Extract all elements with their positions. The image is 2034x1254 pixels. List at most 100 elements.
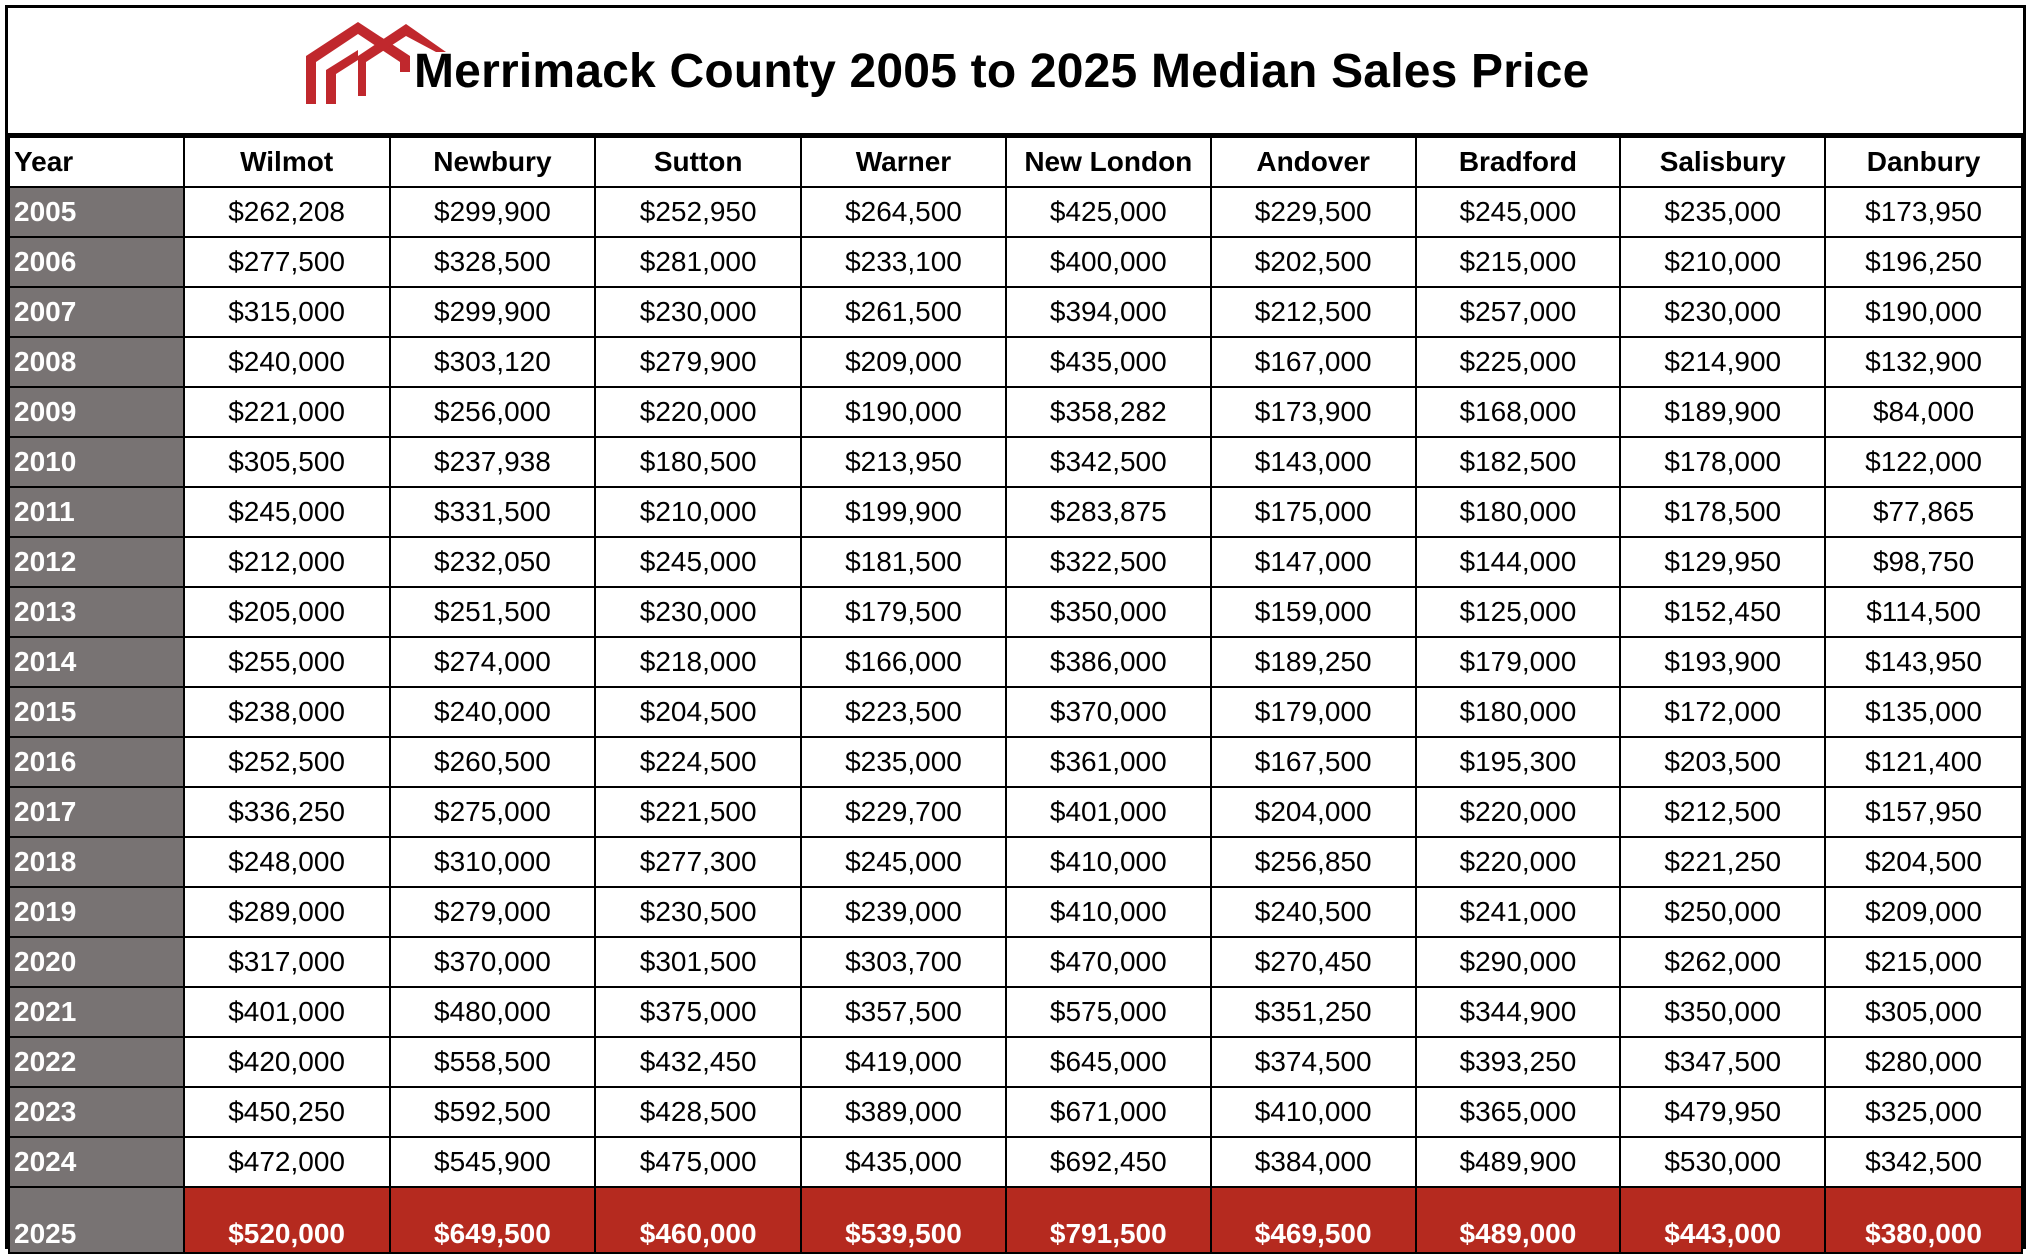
price-cell: $235,000 <box>1619 186 1827 238</box>
price-cell: $260,500 <box>388 736 597 788</box>
price-cell: $225,000 <box>1414 336 1622 388</box>
price-cell: $125,000 <box>1414 586 1622 638</box>
price-cell: $432,450 <box>594 1036 803 1088</box>
price-cell: $275,000 <box>388 786 597 838</box>
price-cell: $791,500 <box>1004 1186 1212 1254</box>
price-cell: $290,000 <box>1414 936 1622 988</box>
price-cell: $212,500 <box>1619 786 1827 838</box>
price-cell: $132,900 <box>1824 336 2023 388</box>
price-cell: $460,000 <box>594 1186 803 1254</box>
price-cell: $545,900 <box>388 1136 597 1188</box>
price-cell: $342,500 <box>1004 436 1212 488</box>
price-cell: $257,000 <box>1414 286 1622 338</box>
price-cell: $215,000 <box>1414 236 1622 288</box>
price-cell: $322,500 <box>1004 536 1212 588</box>
page-title: Merrimack County 2005 to 2025 Median Sal… <box>414 45 1590 98</box>
price-cell: $279,000 <box>388 886 597 938</box>
table-row: 2013 $205,000 $251,500 $230,000 $179,500 $350… <box>8 586 2023 638</box>
price-cell: $220,000 <box>1414 836 1622 888</box>
price-cell: $480,000 <box>388 986 597 1038</box>
year-cell: 2014 <box>8 636 185 688</box>
price-cell: $671,000 <box>1004 1086 1212 1138</box>
year-cell: 2011 <box>8 486 185 538</box>
price-cell: $479,950 <box>1619 1086 1827 1138</box>
column-header-wilmot: Wilmot <box>182 136 391 188</box>
price-cell: $230,000 <box>594 586 803 638</box>
price-cell: $370,000 <box>388 936 597 988</box>
price-cell: $84,000 <box>1824 386 2023 438</box>
column-header-sutton: Sutton <box>594 136 803 188</box>
price-cell: $558,500 <box>388 1036 597 1088</box>
price-cell: $189,250 <box>1209 636 1417 688</box>
price-cell: $393,250 <box>1414 1036 1622 1088</box>
price-cell: $221,500 <box>594 786 803 838</box>
price-cell: $98,750 <box>1824 536 2023 588</box>
price-cell: $143,950 <box>1824 636 2023 688</box>
price-cell: $301,500 <box>594 936 803 988</box>
table-row: 2012 $212,000 $232,050 $245,000 $181,500 $322… <box>8 536 2023 588</box>
price-cell: $317,000 <box>182 936 391 988</box>
year-cell: 2017 <box>8 786 185 838</box>
price-cell: $262,000 <box>1619 936 1827 988</box>
price-cell: $122,000 <box>1824 436 2023 488</box>
price-cell: $305,000 <box>1824 986 2023 1038</box>
price-cell: $233,100 <box>800 236 1007 288</box>
price-cell: $196,250 <box>1824 236 2023 288</box>
price-cell: $181,500 <box>800 536 1007 588</box>
price-cell: $384,000 <box>1209 1136 1417 1188</box>
price-cell: $239,000 <box>800 886 1007 938</box>
price-cell: $530,000 <box>1619 1136 1827 1188</box>
price-cell: $204,500 <box>594 686 803 738</box>
price-cell: $450,250 <box>182 1086 391 1138</box>
column-header-warner: Warner <box>800 136 1007 188</box>
price-cell: $389,000 <box>800 1086 1007 1138</box>
price-cell: $152,450 <box>1619 586 1827 638</box>
price-cell: $129,950 <box>1619 536 1827 588</box>
table-row: 2020 $317,000 $370,000 $301,500 $303,700 $470… <box>8 936 2023 988</box>
table-row: 2011 $245,000 $331,500 $210,000 $199,900 $283… <box>8 486 2023 538</box>
price-cell: $575,000 <box>1004 986 1212 1038</box>
price-cell: $347,500 <box>1619 1036 1827 1088</box>
table-frame: Merrimack County 2005 to 2025 Median Sal… <box>5 5 2026 1254</box>
year-cell: 2020 <box>8 936 185 988</box>
column-header-newbury: Newbury <box>388 136 597 188</box>
year-cell: 2006 <box>8 236 185 288</box>
price-cell: $443,000 <box>1619 1186 1827 1254</box>
price-cell: $262,208 <box>182 186 391 238</box>
price-cell: $147,000 <box>1209 536 1417 588</box>
price-cell: $182,500 <box>1414 436 1622 488</box>
price-cell: $420,000 <box>182 1036 391 1088</box>
price-cell: $370,000 <box>1004 686 1212 738</box>
year-cell: 2016 <box>8 736 185 788</box>
table-row: 2018 $248,000 $310,000 $277,300 $245,000 $410… <box>8 836 2023 888</box>
price-cell: $220,000 <box>594 386 803 438</box>
price-cell: $435,000 <box>1004 336 1212 388</box>
price-cell: $209,000 <box>1824 886 2023 938</box>
price-cell: $245,000 <box>1414 186 1622 238</box>
price-cell: $472,000 <box>182 1136 391 1188</box>
price-cell: $167,500 <box>1209 736 1417 788</box>
price-cell: $179,000 <box>1414 636 1622 688</box>
price-cell: $232,050 <box>388 536 597 588</box>
price-cell: $539,500 <box>800 1186 1007 1254</box>
price-cell: $210,000 <box>1619 236 1827 288</box>
price-cell: $229,500 <box>1209 186 1417 238</box>
price-cell: $365,000 <box>1414 1086 1622 1138</box>
price-cell: $235,000 <box>800 736 1007 788</box>
price-cell: $469,500 <box>1209 1186 1417 1254</box>
price-cell: $351,250 <box>1209 986 1417 1038</box>
year-cell: 2022 <box>8 1036 185 1088</box>
price-cell: $143,000 <box>1209 436 1417 488</box>
price-cell: $159,000 <box>1209 586 1417 638</box>
year-cell: 2021 <box>8 986 185 1038</box>
price-cell: $328,500 <box>388 236 597 288</box>
price-cell: $256,850 <box>1209 836 1417 888</box>
price-cell: $223,500 <box>800 686 1007 738</box>
price-cell: $357,500 <box>800 986 1007 1038</box>
price-cell: $692,450 <box>1004 1136 1212 1188</box>
table-row: 2007 $315,000 $299,900 $230,000 $261,500 $394… <box>8 286 2023 338</box>
price-cell: $256,000 <box>388 386 597 438</box>
price-cell: $386,000 <box>1004 636 1212 688</box>
price-cell: $289,000 <box>182 886 391 938</box>
price-cell: $305,500 <box>182 436 391 488</box>
